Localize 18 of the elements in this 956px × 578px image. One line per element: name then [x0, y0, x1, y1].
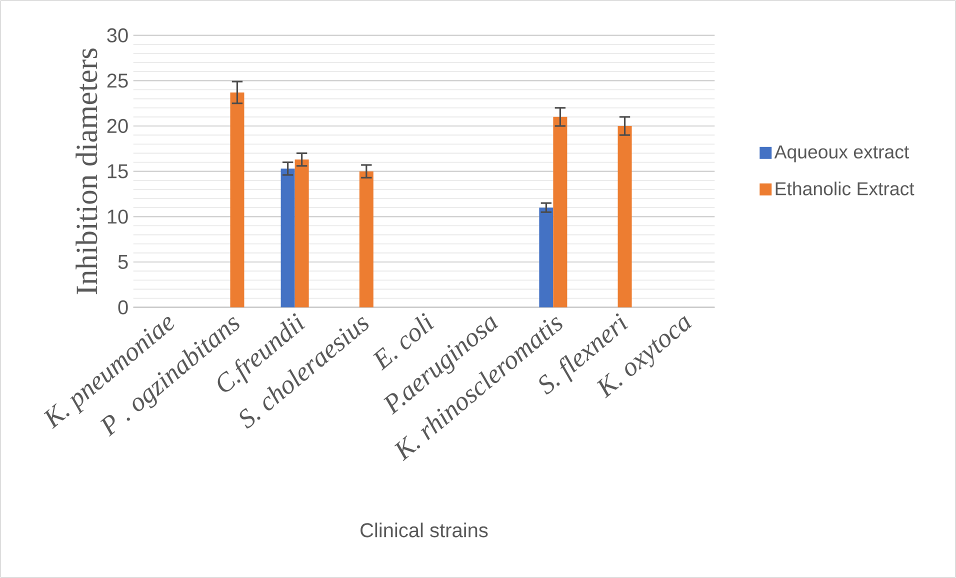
legend-label: Aqueoux extract — [774, 145, 910, 162]
bar — [230, 92, 244, 308]
y-tick-label: 10 — [108, 210, 128, 224]
legend-label: Ethanolic Extract — [776, 182, 914, 196]
y-tick-label: 0 — [118, 300, 128, 314]
bar — [280, 168, 295, 308]
y-tick-label: 5 — [118, 255, 128, 269]
bar — [618, 126, 632, 308]
y-tick-label: 15 — [108, 164, 128, 178]
x-axis-title: Clinical strains — [360, 522, 488, 538]
bar — [539, 208, 554, 308]
y-tick-label: 30 — [107, 28, 128, 42]
y-tick-label: 20 — [107, 118, 128, 134]
bar — [294, 160, 309, 308]
y-tick-label: 25 — [107, 74, 128, 88]
bar — [359, 171, 374, 308]
y-axis-title: Inhibition diameters — [76, 48, 98, 294]
bar — [553, 116, 568, 308]
